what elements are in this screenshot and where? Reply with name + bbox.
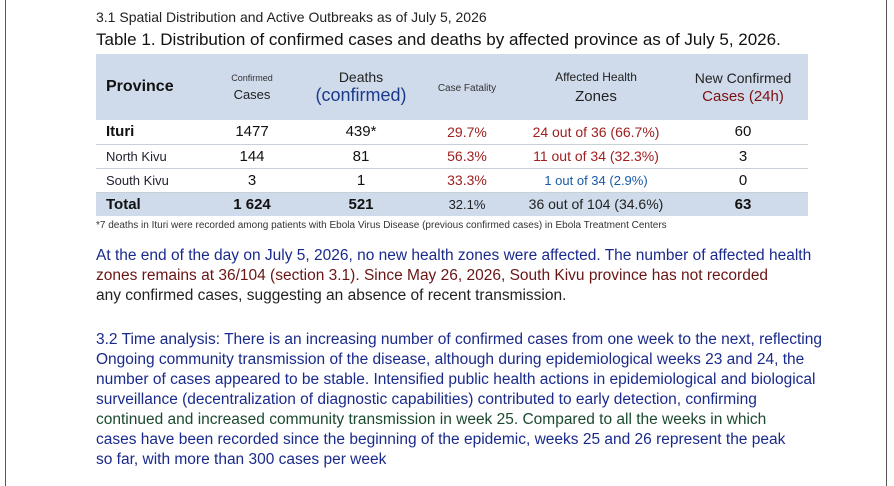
cell-total-deaths: 521 <box>348 195 374 213</box>
cases-table-container: Province Confirmed Cases Deaths (confirm… <box>96 54 808 216</box>
cell-total-label: Total <box>106 195 141 213</box>
table-footnote: *7 deaths in Ituri were recorded among p… <box>96 220 667 231</box>
header-confirmed-small: Confirmed <box>231 72 273 83</box>
header-ahz-sub: Zones <box>575 87 617 105</box>
table-caption: Table 1. Distribution of confirmed cases… <box>96 30 781 49</box>
cell-ahz: 1 out of 34 (2.9%) <box>544 172 648 188</box>
cell-cases: 3 <box>247 171 257 189</box>
cell-cases: 144 <box>239 147 265 165</box>
header-confirmed: Confirmed Cases <box>202 54 302 120</box>
cell-province: North Kivu <box>106 148 167 164</box>
header-province: Province <box>106 78 174 95</box>
table-header-row: Province Confirmed Cases Deaths (confirm… <box>96 54 808 120</box>
page-border-right <box>886 0 887 486</box>
header-cfr: Case Fatality <box>420 54 514 120</box>
paragraph-line: any confirmed cases, suggesting an absen… <box>96 287 567 304</box>
paragraph-line: so far, with more than 300 cases per wee… <box>96 451 387 468</box>
header-deaths-label: Deaths <box>338 68 384 85</box>
page-border-left <box>5 0 6 486</box>
table-row: Ituri 1477 439* 29.7% 24 out of 36 (66.7… <box>96 120 808 144</box>
cell-total-ahz: 36 out of 104 (34.6%) <box>528 196 664 213</box>
header-new: New Confirmed Cases (24h) <box>678 54 808 120</box>
cell-cfr: 29.7% <box>447 123 487 140</box>
cell-new: 0 <box>738 171 748 189</box>
cell-total-cases: 1 624 <box>233 195 271 213</box>
cell-cfr: 56.3% <box>447 148 487 164</box>
cell-new: 3 <box>738 147 748 165</box>
header-new-label: New Confirmed <box>694 69 792 86</box>
header-new-sub: Cases (24h) <box>702 87 784 105</box>
paragraph-line: zones remains at 36/104 (section 3.1). S… <box>96 267 769 284</box>
table-total-row: Total 1 624 521 32.1% 36 out of 104 (34.… <box>96 192 808 216</box>
cell-province: Ituri <box>106 123 135 141</box>
paragraph-affected-zones: At the end of the day on July 5, 2026, n… <box>96 246 866 306</box>
cell-total-cfr: 32.1% <box>448 196 486 212</box>
header-deaths: Deaths (confirmed) <box>302 54 420 120</box>
header-ahz: Affected Health Zones <box>514 54 678 120</box>
cell-deaths: 439* <box>345 123 377 141</box>
section-title: 3.1 Spatial Distribution and Active Outb… <box>96 9 487 25</box>
paragraph-line: cases have been recorded since the begin… <box>96 431 786 448</box>
cases-table: Province Confirmed Cases Deaths (confirm… <box>96 54 808 216</box>
cell-deaths: 81 <box>352 147 370 165</box>
paragraph-line: Ongoing community transmission of the di… <box>96 351 805 368</box>
paragraph-line: surveillance (decentralization of diagno… <box>96 391 757 408</box>
paragraph-line: 3.2 Time analysis: There is an increasin… <box>96 331 822 348</box>
cell-total-new: 63 <box>734 195 752 213</box>
cell-cases: 1477 <box>235 123 269 141</box>
paragraph-line: number of cases appeared to be stable. I… <box>96 371 816 388</box>
cell-ahz: 11 out of 34 (32.3%) <box>533 148 659 164</box>
paragraph-line: At the end of the day on July 5, 2026, n… <box>96 247 812 264</box>
cell-new: 60 <box>734 123 752 141</box>
header-confirmed-cases: Cases <box>233 86 271 102</box>
paragraph-time-analysis: 3.2 Time analysis: There is an increasin… <box>96 330 866 470</box>
cell-cfr: 33.3% <box>447 172 487 188</box>
table-row: South Kivu 3 1 33.3% 1 out of 34 (2.9%) … <box>96 168 808 192</box>
header-cfr-label: Case Fatality <box>437 83 497 94</box>
paragraph-line: continued and increased community transm… <box>96 411 767 428</box>
cell-ahz: 24 out of 36 (66.7%) <box>532 123 660 140</box>
header-deaths-sub: (confirmed) <box>315 84 407 105</box>
cell-deaths: 1 <box>356 171 366 189</box>
table-row: North Kivu 144 81 56.3% 11 out of 34 (32… <box>96 144 808 168</box>
cell-province: South Kivu <box>106 172 169 188</box>
header-ahz-label: Affected Health <box>555 69 637 84</box>
